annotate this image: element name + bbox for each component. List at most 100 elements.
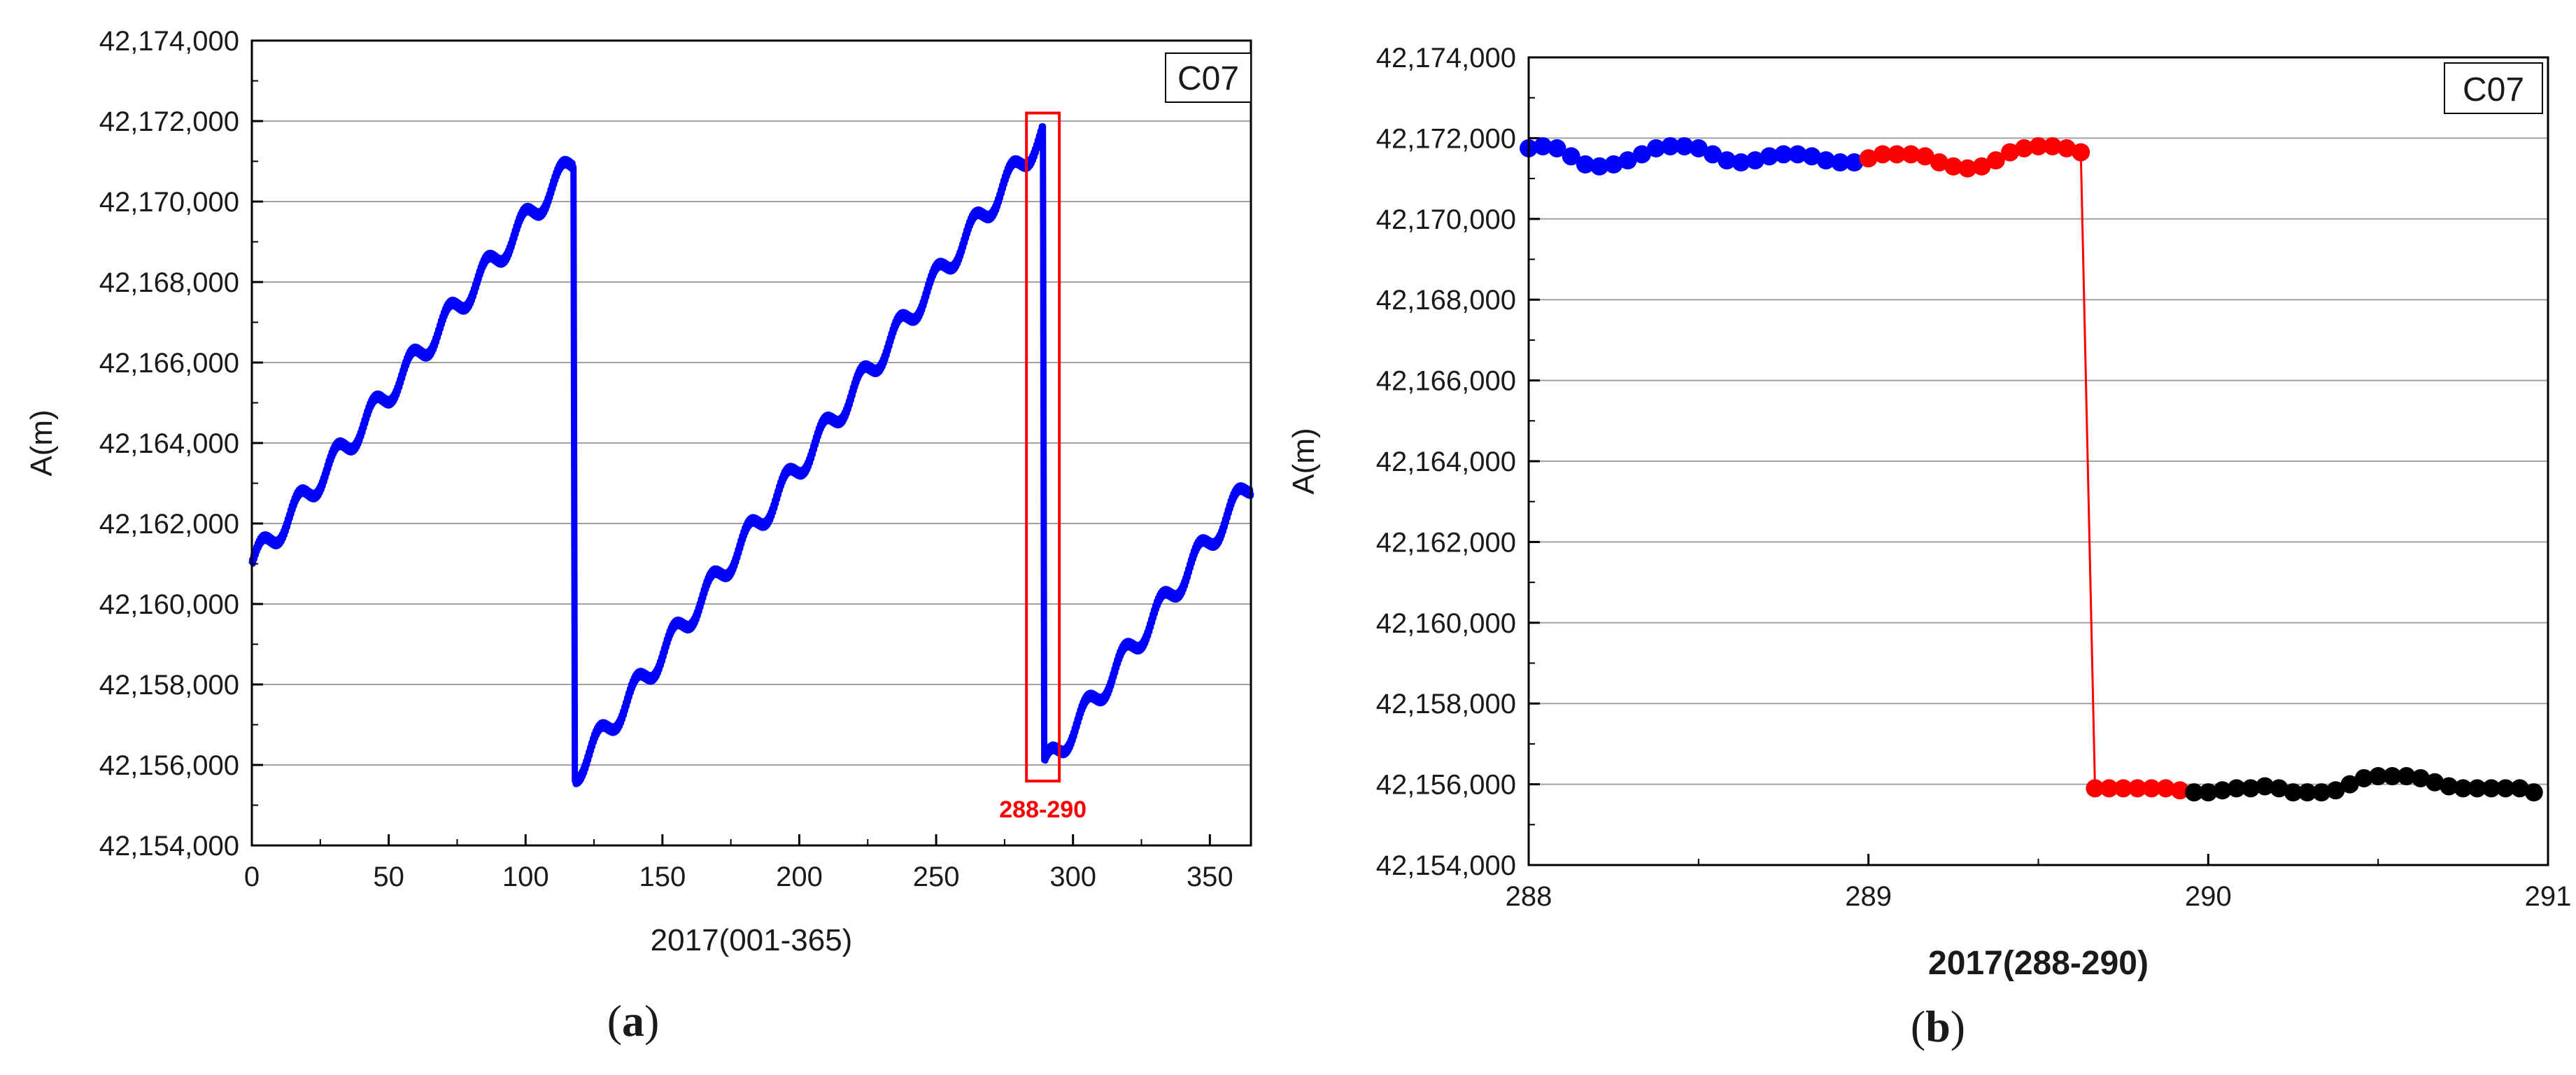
panel-a-y-tick-label: 42,156,000 bbox=[99, 750, 239, 781]
panel-a-x-tick-label: 300 bbox=[1049, 862, 1096, 892]
panel-b-data-point bbox=[1888, 145, 1906, 164]
panel-b-chart: 42,154,000 42,156,000 42,158,000 42,160,000… bbox=[1287, 43, 2571, 1051]
panel-b-data-point bbox=[2057, 139, 2076, 157]
panel-b-data-point bbox=[1930, 153, 1948, 172]
panel-a-x-axis-label: 2017(001-365) bbox=[651, 923, 853, 957]
panel-b-data-point bbox=[2468, 779, 2486, 798]
panel-a-y-tick-label: 42,170,000 bbox=[99, 187, 239, 218]
panel-b-data-point bbox=[1576, 155, 1594, 174]
panel-b-y-tick-label: 42,168,000 bbox=[1376, 285, 1516, 316]
panel-b-data-point bbox=[2524, 783, 2543, 802]
panel-b-data-point bbox=[2383, 767, 2402, 786]
panel-b-data-point bbox=[2454, 779, 2472, 798]
panel-b-data-point bbox=[1647, 139, 1666, 157]
panel-b-y-tick-label: 42,154,000 bbox=[1376, 850, 1516, 881]
panel-a-x-tick-label: 350 bbox=[1187, 862, 1233, 892]
panel-b-y-tick-label: 42,166,000 bbox=[1376, 366, 1516, 397]
panel-b-data-point bbox=[2242, 779, 2260, 798]
panel-b-data-point bbox=[1816, 151, 1835, 170]
panel-a-highlight-label: 288-290 bbox=[999, 796, 1087, 823]
panel-b-data-point bbox=[2114, 779, 2132, 798]
panel-b-data-point bbox=[1916, 147, 1934, 166]
panel-a-x-tick-label: 50 bbox=[373, 862, 404, 892]
panel-a-chart: 42,154,000 42,156,000 42,158,000 42,160,000… bbox=[24, 26, 1254, 1046]
panel-b-data-point bbox=[1590, 157, 1609, 176]
panel-b-data-point bbox=[1746, 151, 1764, 170]
panel-b-y-tick-label: 42,160,000 bbox=[1376, 608, 1516, 639]
panel-a-highlight-box bbox=[1025, 111, 1061, 782]
panel-a-tag: C07 bbox=[1177, 60, 1239, 97]
panel-b-data-point bbox=[2086, 779, 2104, 798]
panel-b-data-point bbox=[1704, 145, 1722, 164]
panel-b-x-tick-label: 291 bbox=[2525, 881, 2572, 912]
panel-b-data-point bbox=[2284, 783, 2302, 802]
panel-b-data-point bbox=[2496, 779, 2515, 798]
panel-b-data-point bbox=[1718, 151, 1736, 170]
panel-b-x-tick-label: 288 bbox=[1506, 881, 1552, 912]
panel-b-data-point bbox=[1986, 151, 2005, 170]
panel-b-data-point bbox=[1873, 145, 1892, 164]
panel-a-caption: (a) bbox=[607, 996, 660, 1046]
panel-b-data-point bbox=[2340, 775, 2359, 794]
panel-a-x-tick-label: 200 bbox=[776, 862, 823, 892]
panel-b-data-point bbox=[2142, 779, 2161, 798]
panel-b-data-point bbox=[2072, 143, 2090, 162]
panel-b-data-point bbox=[1562, 147, 1580, 166]
panel-b-data-point bbox=[2170, 781, 2189, 800]
panel-a-y-tick-label: 42,172,000 bbox=[99, 106, 239, 137]
panel-b-data-point bbox=[2227, 779, 2246, 798]
panel-b-y-tick-label: 42,162,000 bbox=[1376, 527, 1516, 558]
panel-a-y-axis-label: A(m) bbox=[24, 409, 59, 476]
panel-b-tag: C07 bbox=[2463, 71, 2524, 108]
panel-b-data-point bbox=[1548, 139, 1566, 157]
panel-b-data-point bbox=[1802, 147, 1821, 166]
panel-b-data-point bbox=[1788, 145, 1807, 164]
panel-b-data-point bbox=[2411, 768, 2430, 787]
panel-b-data-point bbox=[2156, 779, 2175, 798]
panel-b-data-point bbox=[2100, 779, 2118, 798]
panel-b-x-axis-label: 2017(288-290) bbox=[1928, 945, 2149, 982]
panel-b-data-point bbox=[1760, 147, 1778, 166]
panel-a-y-tick-label: 42,166,000 bbox=[99, 348, 239, 379]
panel-a-x-tick-label: 0 bbox=[244, 862, 260, 892]
panel-b-data-point bbox=[1831, 153, 1850, 172]
panel-b-data-point bbox=[1972, 157, 1991, 176]
panel-b-y-tick-label: 42,170,000 bbox=[1376, 204, 1516, 235]
panel-b-caption: (b) bbox=[1911, 1002, 1965, 1051]
panel-b-data-point bbox=[2001, 143, 2020, 162]
panel-b-data-point bbox=[2354, 768, 2373, 787]
panel-a-y-tick-label: 42,174,000 bbox=[99, 26, 239, 57]
panel-b-y-tick-label: 42,172,000 bbox=[1376, 123, 1516, 154]
panel-b-data-point bbox=[2199, 783, 2218, 802]
panel-b-data-point bbox=[1845, 153, 1864, 172]
panel-b-data-point bbox=[2298, 783, 2317, 802]
panel-a-x-tick-label: 100 bbox=[502, 862, 549, 892]
panel-a-caption-letter: a bbox=[622, 996, 644, 1046]
panel-b-y-tick-label: 42,158,000 bbox=[1376, 689, 1516, 719]
panel-b-data-point bbox=[1902, 145, 1920, 164]
panel-b-data-point bbox=[1534, 136, 1552, 155]
panel-b-data-point bbox=[2256, 777, 2274, 796]
panel-b-data-point bbox=[2510, 779, 2529, 798]
panel-b-connecting-line bbox=[1528, 145, 2535, 794]
panel-b-data-point bbox=[2326, 781, 2345, 800]
panel-a-series-line bbox=[248, 123, 1254, 787]
panel-b-data-point bbox=[1732, 153, 1750, 172]
panel-b-data-point bbox=[2426, 773, 2444, 792]
panel-b-data-point bbox=[2043, 136, 2062, 155]
panel-a-y-tick-label: 42,158,000 bbox=[99, 670, 239, 701]
panel-a-x-tick-label: 250 bbox=[913, 862, 960, 892]
panel-a-y-tick-label: 42,154,000 bbox=[99, 831, 239, 862]
panel-b-data-point bbox=[2440, 777, 2458, 796]
panel-b-data-point bbox=[2029, 136, 2048, 155]
panel-b-data-point bbox=[1958, 159, 1977, 178]
panel-b-data-point bbox=[2369, 767, 2388, 786]
panel-b-y-tick-label: 42,174,000 bbox=[1376, 43, 1516, 73]
panel-b-data-point bbox=[1632, 145, 1651, 164]
panel-b-tag-box: C07 bbox=[2444, 62, 2543, 114]
panel-b-data-point bbox=[2397, 767, 2416, 786]
panel-b-y-tick-label: 42,156,000 bbox=[1376, 770, 1516, 801]
panel-b-y-tick-label: 42,164,000 bbox=[1376, 447, 1516, 477]
panel-b-data-point bbox=[2213, 781, 2232, 800]
